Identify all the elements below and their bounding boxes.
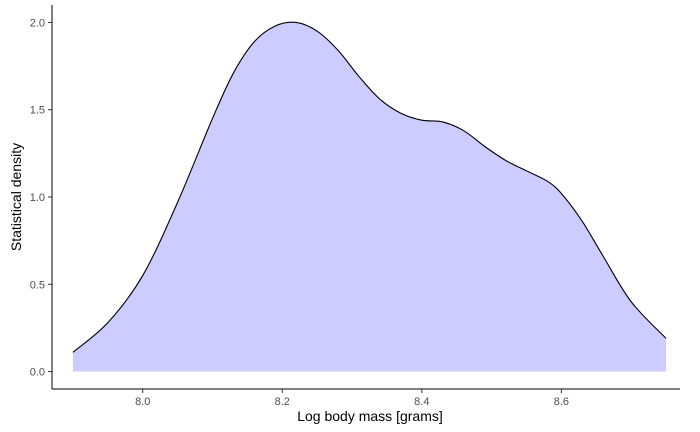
x-axis-ticks: 8.0 8.2 8.4 8.6 [135, 389, 569, 408]
density-area-fill [72, 22, 667, 372]
density-curve [72, 21, 667, 353]
y-tick-label: 1.5 [30, 105, 45, 117]
x-axis-title: Log body mass [grams] [297, 408, 443, 424]
x-tick-label: 8.4 [414, 396, 429, 408]
plot-area [72, 21, 667, 372]
y-tick-label: 0.0 [30, 367, 45, 379]
x-tick-label: 8.0 [135, 396, 150, 408]
y-tick-label: 2.0 [30, 17, 45, 29]
x-tick-label: 8.2 [275, 396, 290, 408]
y-axis-title: Statistical density [8, 143, 24, 251]
y-tick-label: 1.0 [30, 192, 45, 204]
x-tick-label: 8.6 [554, 396, 569, 408]
y-tick-label: 0.5 [30, 279, 45, 291]
y-axis-ticks: 0.0 0.5 1.0 1.5 2.0 [30, 17, 52, 379]
